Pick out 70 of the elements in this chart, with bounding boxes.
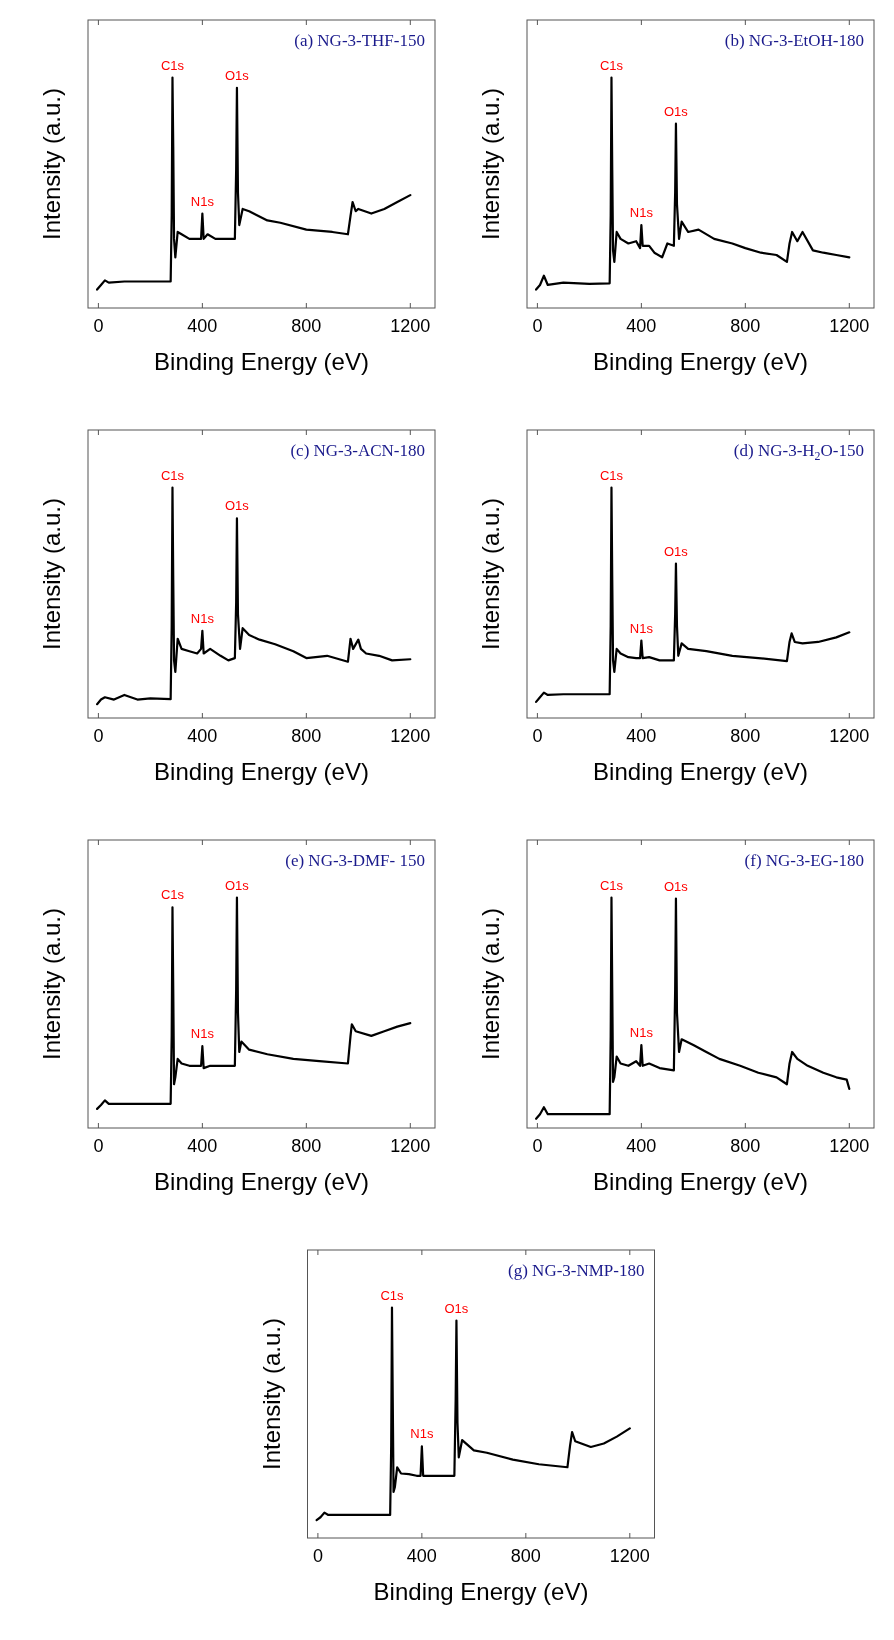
x-tick-label: 0 xyxy=(93,1136,104,1156)
annotation: N1s xyxy=(190,193,215,209)
annotation: N1s xyxy=(629,205,654,221)
annotation: O1s xyxy=(444,1300,469,1316)
x-tick-label: 1200 xyxy=(609,1546,650,1566)
annotation: O1s xyxy=(225,877,250,893)
x-tick-label: 800 xyxy=(291,316,322,336)
annotation: O1s xyxy=(664,878,689,894)
chart-title: (c) NG-3-ACN-180 xyxy=(290,441,425,460)
x-tick-label: 0 xyxy=(93,316,104,336)
x-tick-label: 800 xyxy=(291,726,322,746)
x-tick-label: 400 xyxy=(626,726,657,746)
x-tick-label: 1200 xyxy=(390,726,431,746)
x-tick-label: 800 xyxy=(730,1136,761,1156)
x-tick-label: 400 xyxy=(187,726,218,746)
x-tick-label: 1200 xyxy=(829,1136,870,1156)
annotation: O1s xyxy=(225,67,250,83)
y-axis-title: Intensity (a.u.) xyxy=(477,497,504,651)
x-tick-label: 400 xyxy=(187,316,218,336)
x-tick-label: 1200 xyxy=(829,316,870,336)
annotation: C1s xyxy=(599,467,624,483)
x-axis-title: Binding Energy (eV) xyxy=(154,1168,369,1195)
chart-title: (f) NG-3-EG-180 xyxy=(744,851,864,870)
x-tick-label: 1200 xyxy=(390,1136,431,1156)
x-tick-label: 0 xyxy=(532,316,543,336)
x-axis-title: Binding Energy (eV) xyxy=(373,1578,589,1605)
x-axis-title: Binding Energy (eV) xyxy=(154,758,369,785)
annotation: N1s xyxy=(410,1426,434,1442)
x-tick-label: 0 xyxy=(312,1546,323,1566)
x-tick-label: 1200 xyxy=(829,726,870,746)
y-axis-title: Intensity (a.u.) xyxy=(257,1317,285,1471)
y-axis-title: Intensity (a.u.) xyxy=(38,907,65,1061)
annotation: C1s xyxy=(160,467,185,483)
annotation: N1s xyxy=(190,1026,215,1042)
x-tick-label: 400 xyxy=(626,316,657,336)
annotation: N1s xyxy=(629,1025,654,1041)
x-axis-title: Binding Energy (eV) xyxy=(593,1168,808,1195)
annotation: O1s xyxy=(664,103,689,119)
x-tick-label: 800 xyxy=(730,316,761,336)
annotation: O1s xyxy=(664,543,689,559)
y-axis-title: Intensity (a.u.) xyxy=(38,87,65,241)
x-tick-label: 1200 xyxy=(390,316,431,336)
annotation: O1s xyxy=(225,498,250,514)
x-tick-label: 800 xyxy=(291,1136,322,1156)
y-axis-title: Intensity (a.u.) xyxy=(477,907,504,1061)
chart-title: (b) NG-3-EtOH-180 xyxy=(724,31,864,50)
x-tick-label: 800 xyxy=(730,726,761,746)
chart-title: (a) NG-3-THF-150 xyxy=(294,31,425,50)
y-axis-title: Intensity (a.u.) xyxy=(477,87,504,241)
y-axis-title: Intensity (a.u.) xyxy=(38,497,65,651)
x-tick-label: 0 xyxy=(532,726,543,746)
chart-title: (g) NG-3-NMP-180 xyxy=(508,1261,645,1280)
x-tick-label: 400 xyxy=(626,1136,657,1156)
annotation: C1s xyxy=(160,57,185,73)
x-tick-label: 800 xyxy=(510,1546,541,1566)
x-tick-label: 400 xyxy=(187,1136,218,1156)
chart-title: (e) NG-3-DMF- 150 xyxy=(285,851,425,870)
annotation: C1s xyxy=(160,887,185,903)
annotation: N1s xyxy=(190,610,215,626)
annotation: N1s xyxy=(629,620,654,636)
chart-title: (d) NG-3-H$_{2}$O-150 xyxy=(733,441,864,463)
annotation: C1s xyxy=(599,877,624,893)
x-tick-label: 400 xyxy=(406,1546,437,1566)
x-axis-title: Binding Energy (eV) xyxy=(593,348,808,375)
x-tick-label: 0 xyxy=(93,726,104,746)
x-axis-title: Binding Energy (eV) xyxy=(593,758,808,785)
annotation: C1s xyxy=(599,57,624,73)
x-tick-label: 0 xyxy=(532,1136,543,1156)
x-axis-title: Binding Energy (eV) xyxy=(154,348,369,375)
annotation: C1s xyxy=(380,1287,405,1303)
